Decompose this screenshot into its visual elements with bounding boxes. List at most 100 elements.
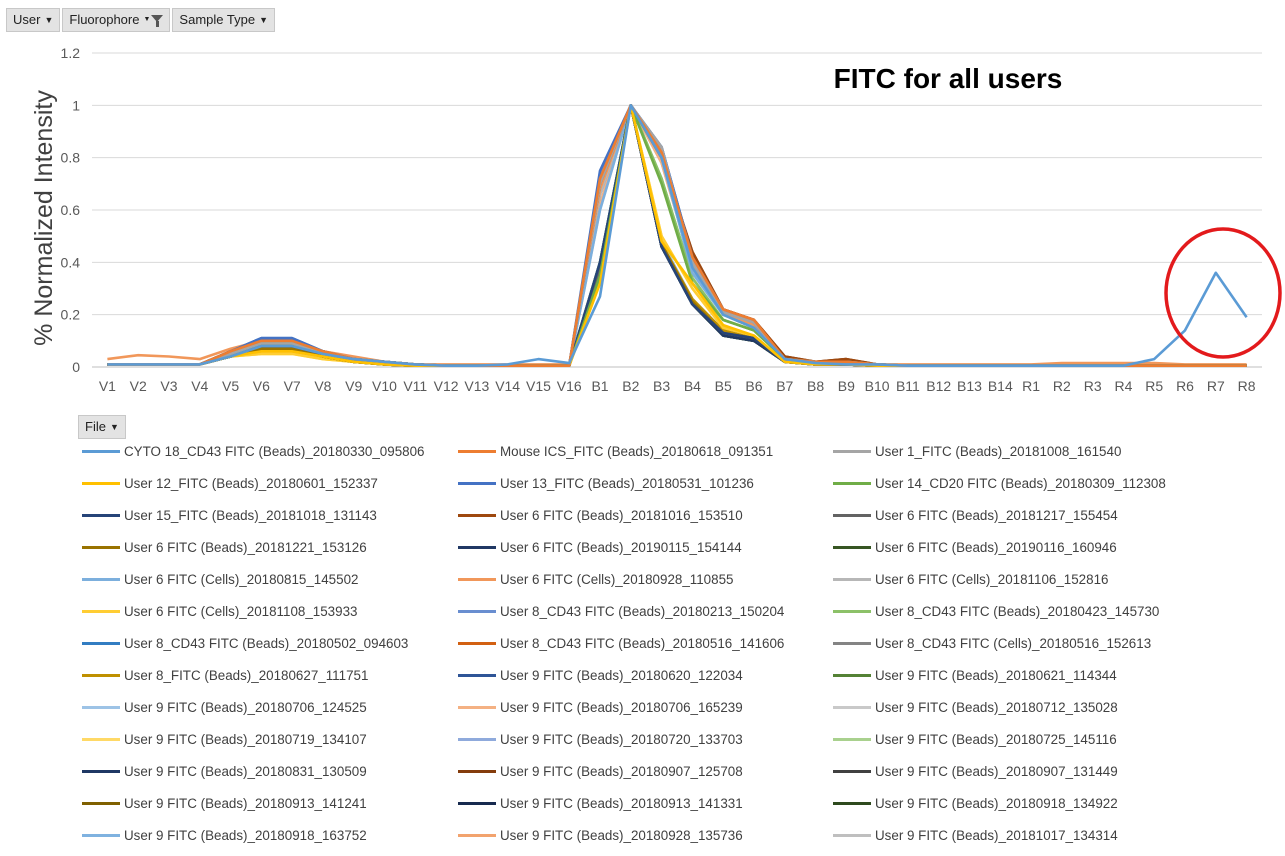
x-tick-label: V2 <box>130 378 147 394</box>
legend-swatch <box>833 834 871 837</box>
legend-label: User 6 FITC (Cells)_20180815_145502 <box>124 572 359 587</box>
legend-label: User 1_FITC (Beads)_20181008_161540 <box>875 444 1122 459</box>
file-filter-button[interactable]: File ▼ <box>78 415 126 439</box>
legend-item: User 14_CD20 FITC (Beads)_20180309_11230… <box>833 476 1166 491</box>
chart-title: FITC for all users <box>834 63 1063 94</box>
legend-swatch <box>82 642 120 645</box>
y-tick-label: 0.2 <box>61 307 81 323</box>
legend-label: User 8_FITC (Beads)_20180627_111751 <box>124 668 369 683</box>
legend-label: User 9 FITC (Beads)_20180712_135028 <box>875 700 1118 715</box>
legend-item: User 13_FITC (Beads)_20180531_101236 <box>458 476 754 491</box>
legend-item: User 9 FITC (Beads)_20180620_122034 <box>458 668 743 683</box>
legend-swatch <box>833 610 871 613</box>
legend-item: User 15_FITC (Beads)_20181018_131143 <box>82 508 377 523</box>
legend-item: User 9 FITC (Beads)_20180621_114344 <box>833 668 1117 683</box>
x-tick-label: V14 <box>495 378 520 394</box>
legend-label: User 9 FITC (Beads)_20180725_145116 <box>875 732 1117 747</box>
legend-label: User 6 FITC (Cells)_20181106_152816 <box>875 572 1109 587</box>
fluorophore-filter-button[interactable]: Fluorophore ▼ <box>62 8 171 32</box>
legend-swatch <box>833 546 871 549</box>
x-tick-label: B12 <box>926 378 951 394</box>
legend-swatch <box>833 514 871 517</box>
x-tick-label: B4 <box>684 378 701 394</box>
legend-item: User 6 FITC (Beads)_20181016_153510 <box>458 508 743 523</box>
legend-item: User 6 FITC (Cells)_20180928_110855 <box>458 572 733 587</box>
legend-label: User 9 FITC (Beads)_20181017_134314 <box>875 828 1118 843</box>
legend-item: User 6 FITC (Cells)_20180815_145502 <box>82 572 358 587</box>
x-tick-label: V10 <box>372 378 397 394</box>
legend-swatch <box>833 578 871 581</box>
legend-item: User 8_CD43 FITC (Beads)_20180423_145730 <box>833 604 1159 619</box>
legend-label: User 6 FITC (Beads)_20181221_153126 <box>124 540 367 555</box>
legend-label: User 9 FITC (Beads)_20180913_141331 <box>500 796 743 811</box>
file-filter-label: File <box>85 419 106 434</box>
legend-swatch <box>458 802 496 805</box>
legend-swatch <box>458 450 496 453</box>
legend-swatch <box>458 834 496 837</box>
series-line <box>107 104 1247 368</box>
legend-swatch <box>458 482 496 485</box>
y-axis-ticks: 0 0.2 0.4 0.6 0.8 1 1.2 <box>61 45 81 375</box>
legend-label: User 9 FITC (Beads)_20180620_122034 <box>500 668 743 683</box>
legend-label: User 9 FITC (Beads)_20180928_135736 <box>500 828 743 843</box>
x-tick-label: B10 <box>865 378 890 394</box>
filter-bar: User ▼ Fluorophore ▼ Sample Type ▼ <box>6 8 275 32</box>
legend-swatch <box>833 802 871 805</box>
y-tick-label: 0.4 <box>61 254 81 270</box>
x-tick-label: B3 <box>653 378 670 394</box>
legend-label: User 9 FITC (Beads)_20180918_163752 <box>124 828 367 843</box>
legend-label: User 9 FITC (Beads)_20180918_134922 <box>875 796 1118 811</box>
legend-swatch <box>82 514 120 517</box>
legend-label: User 13_FITC (Beads)_20180531_101236 <box>500 476 754 491</box>
x-tick-label: B5 <box>715 378 732 394</box>
legend-label: User 6 FITC (Cells)_20181108_153933 <box>124 604 358 619</box>
legend-item: User 8_FITC (Beads)_20180627_111751 <box>82 668 368 683</box>
x-tick-label: B13 <box>957 378 982 394</box>
legend-item: User 6 FITC (Beads)_20190115_154144 <box>458 540 742 555</box>
legend-label: User 9 FITC (Beads)_20180831_130509 <box>124 764 367 779</box>
dropdown-arrow-icon: ▼ <box>109 422 119 432</box>
user-filter-button[interactable]: User ▼ <box>6 8 61 32</box>
legend-swatch <box>833 642 871 645</box>
legend-label: User 6 FITC (Beads)_20181016_153510 <box>500 508 743 523</box>
dropdown-arrow-icon: ▼ <box>143 16 151 23</box>
legend-swatch <box>82 738 120 741</box>
legend-swatch <box>458 514 496 517</box>
legend-item: User 9 FITC (Beads)_20180706_165239 <box>458 700 743 715</box>
series-lines <box>107 104 1248 368</box>
x-tick-label: R1 <box>1022 378 1040 394</box>
filter-funnel-icon <box>151 14 164 27</box>
legend-swatch <box>82 482 120 485</box>
legend-label: User 8_CD43 FITC (Cells)_20180516_152613 <box>875 636 1152 651</box>
legend-label: User 9 FITC (Beads)_20180913_141241 <box>124 796 367 811</box>
x-tick-label: V6 <box>253 378 270 394</box>
legend-item: User 12_FITC (Beads)_20180601_152337 <box>82 476 378 491</box>
legend-item: User 8_CD43 FITC (Cells)_20180516_152613 <box>833 636 1151 651</box>
legend-item: User 9 FITC (Beads)_20180913_141241 <box>82 796 367 811</box>
x-tick-label: B8 <box>807 378 824 394</box>
legend-swatch <box>458 738 496 741</box>
legend-swatch <box>458 578 496 581</box>
x-tick-label: V12 <box>434 378 459 394</box>
legend-swatch <box>458 770 496 773</box>
legend-swatch <box>833 674 871 677</box>
user-filter-label: User <box>13 12 41 27</box>
legend-label: User 9 FITC (Beads)_20180907_131449 <box>875 764 1118 779</box>
legend-item: User 8_CD43 FITC (Beads)_20180213_150204 <box>458 604 784 619</box>
legend-item: User 6 FITC (Cells)_20181108_153933 <box>82 604 357 619</box>
x-tick-label: V3 <box>160 378 177 394</box>
legend-item: User 9 FITC (Beads)_20180918_163752 <box>82 828 367 843</box>
legend-swatch <box>82 450 120 453</box>
legend-swatch <box>833 770 871 773</box>
legend-item: User 9 FITC (Beads)_20180720_133703 <box>458 732 743 747</box>
legend-label: User 8_CD43 FITC (Beads)_20180516_141606 <box>500 636 785 651</box>
legend-item: User 9 FITC (Beads)_20180907_125708 <box>458 764 743 779</box>
x-tick-label: R8 <box>1238 378 1256 394</box>
x-tick-label: R5 <box>1145 378 1163 394</box>
sample-type-filter-button[interactable]: Sample Type ▼ <box>172 8 275 32</box>
x-tick-label: R4 <box>1114 378 1132 394</box>
legend-swatch <box>82 770 120 773</box>
legend-label: User 15_FITC (Beads)_20181018_131143 <box>124 508 377 523</box>
legend-swatch <box>458 546 496 549</box>
sample-type-filter-label: Sample Type <box>179 12 256 27</box>
